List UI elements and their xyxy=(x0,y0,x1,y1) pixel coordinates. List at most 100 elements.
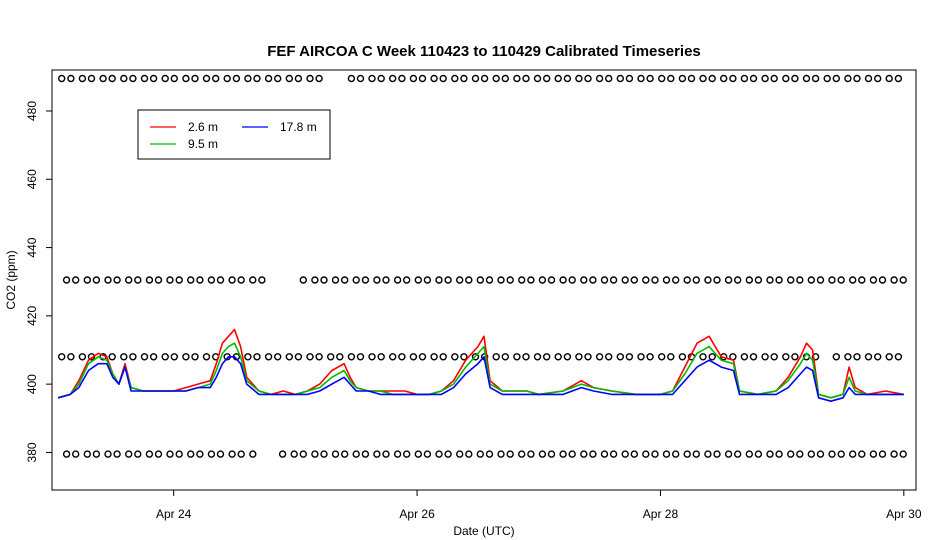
reference-marker xyxy=(356,74,365,83)
reference-marker xyxy=(547,276,556,284)
reference-marker xyxy=(761,74,769,83)
reference-marker xyxy=(832,74,840,83)
reference-marker xyxy=(497,450,505,458)
reference-marker xyxy=(563,353,572,361)
reference-marker xyxy=(687,74,696,83)
reference-marker xyxy=(885,74,893,83)
reference-marker xyxy=(341,450,349,458)
reference-marker xyxy=(527,276,535,284)
reference-marker xyxy=(154,276,163,284)
legend-label: 17.8 m xyxy=(280,120,317,134)
reference-marker xyxy=(134,276,142,284)
x-tick-label: Apr 28 xyxy=(643,507,679,521)
reference-marker xyxy=(196,276,204,284)
reference-marker xyxy=(382,276,390,284)
reference-marker xyxy=(651,276,659,284)
reference-marker xyxy=(547,450,556,458)
reference-marker xyxy=(506,450,514,458)
reference-marker xyxy=(894,353,903,361)
reference-marker xyxy=(692,450,700,458)
reference-marker xyxy=(465,276,473,284)
reference-marker xyxy=(605,353,613,361)
reference-marker xyxy=(166,450,174,458)
reference-marker xyxy=(290,450,298,458)
reference-marker xyxy=(575,353,583,361)
reference-marker xyxy=(202,74,211,83)
reference-marker xyxy=(191,353,199,361)
reference-marker xyxy=(58,353,66,361)
reference-marker xyxy=(637,353,645,361)
reference-marker xyxy=(232,74,241,83)
reference-marker xyxy=(662,450,671,458)
reference-marker xyxy=(853,353,861,361)
reference-marker xyxy=(285,353,293,361)
reference-marker xyxy=(476,450,484,458)
reference-marker xyxy=(207,450,216,458)
reference-marker xyxy=(361,276,370,284)
reference-marker xyxy=(175,450,183,458)
reference-marker xyxy=(575,74,583,83)
reference-marker xyxy=(191,74,199,83)
reference-marker xyxy=(285,74,293,83)
reference-marker xyxy=(713,450,721,458)
reference-marker xyxy=(92,450,101,458)
reference-marker xyxy=(278,450,287,458)
reference-marker xyxy=(708,74,716,83)
reference-marker xyxy=(580,276,588,284)
reference-marker xyxy=(651,450,659,458)
reference-marker xyxy=(306,353,314,361)
reference-marker xyxy=(749,353,758,361)
reference-marker xyxy=(202,353,211,361)
reference-marker xyxy=(766,276,774,284)
reference-marker xyxy=(67,74,75,83)
reference-marker xyxy=(104,450,112,458)
reference-marker xyxy=(186,450,195,458)
reference-marker xyxy=(418,74,427,83)
reference-marker xyxy=(320,276,328,284)
reference-marker xyxy=(108,353,116,361)
reference-marker xyxy=(853,74,861,83)
reference-marker xyxy=(683,276,691,284)
x-tick-label: Apr 26 xyxy=(399,507,435,521)
reference-marker xyxy=(501,353,509,361)
reference-marker xyxy=(253,353,261,361)
reference-marker xyxy=(237,276,245,284)
series-line-2 xyxy=(57,342,904,399)
reference-marker xyxy=(734,450,742,458)
reference-marker xyxy=(403,276,411,284)
reference-marker xyxy=(844,353,852,361)
reference-marker xyxy=(166,276,174,284)
reference-marker xyxy=(145,276,154,284)
reference-marker xyxy=(264,74,273,83)
reference-marker xyxy=(418,353,427,361)
reference-marker xyxy=(837,276,845,284)
reference-marker xyxy=(249,276,257,284)
reference-marker xyxy=(740,353,749,361)
reference-marker xyxy=(211,74,220,83)
y-tick-label: 480 xyxy=(25,101,39,121)
reference-marker xyxy=(409,353,418,361)
reference-marker xyxy=(609,276,618,284)
reference-marker xyxy=(616,353,624,361)
reference-marker xyxy=(775,276,783,284)
y-tick-label: 400 xyxy=(25,374,39,394)
reference-marker xyxy=(264,353,273,361)
reference-marker xyxy=(770,74,778,83)
reference-marker xyxy=(485,450,494,458)
reference-marker xyxy=(518,276,526,284)
reference-marker xyxy=(658,353,666,361)
reference-marker xyxy=(899,276,907,284)
reference-marker xyxy=(832,353,840,361)
reference-marker xyxy=(389,353,397,361)
y-axis-label: CO2 (ppm) xyxy=(4,250,18,309)
reference-marker xyxy=(320,450,328,458)
reference-marker xyxy=(589,450,597,458)
reference-marker xyxy=(787,276,795,284)
reference-marker xyxy=(258,276,266,284)
series-lines xyxy=(57,328,904,402)
reference-marker xyxy=(600,276,609,284)
reference-marker xyxy=(745,450,753,458)
reference-marker xyxy=(62,450,71,458)
reference-marker xyxy=(890,450,898,458)
